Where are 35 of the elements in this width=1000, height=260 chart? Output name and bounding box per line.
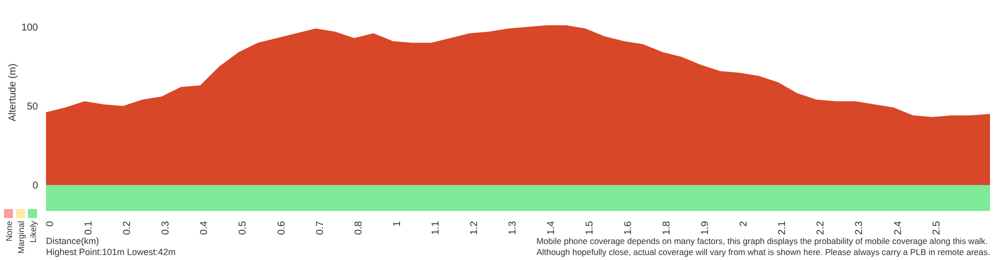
x-tick-label: 0.3 [160, 220, 172, 235]
x-tick-label: 1.2 [468, 220, 480, 235]
y-tick-label: 50 [26, 101, 38, 112]
x-tick-label: 2.1 [777, 220, 788, 235]
x-tick-label: 0.6 [276, 220, 288, 235]
y-tick-label: 100 [21, 22, 38, 34]
y-axis-title: Altertude (m) [8, 64, 19, 122]
y-tick-label: 0 [32, 180, 38, 192]
x-tick-label: 2 [738, 220, 750, 227]
x-tick-label: 0.7 [314, 220, 326, 235]
x-tick-label: 1.1 [430, 220, 442, 235]
x-tick-label: 0.4 [199, 220, 210, 235]
x-tick-label: 0.2 [122, 220, 134, 235]
x-tick-label: 2.3 [854, 220, 866, 235]
x-tick-label: 1.3 [507, 220, 518, 235]
x-tick-label: 0.8 [353, 220, 364, 235]
text: Marginal [16, 221, 26, 254]
x-axis-title: Distance(km) [46, 236, 100, 247]
text: Likely [28, 221, 38, 243]
x-tick-label: 0.1 [84, 220, 95, 235]
x-tick-label: 1 [392, 220, 403, 227]
x-tick-label: 0.5 [238, 220, 249, 235]
text: Mobile phone coverage depends on many factors, this graph displays the probability of mobile coverage along this walk. [536, 236, 989, 247]
text: Highest Point:101m Lowest:42m [46, 247, 176, 258]
text: Although hopefully close, actual coverage will vary from what is shown here. Please always carry a PLB in remote areas. [536, 247, 990, 258]
x-tick-label: 1.9 [700, 220, 712, 235]
x-tick-label: 2.5 [931, 220, 942, 235]
x-tick-label: 1.8 [662, 220, 673, 235]
x-tick-label: 1.6 [623, 220, 634, 235]
text: None [4, 221, 14, 242]
x-tick-label: 2.4 [892, 220, 904, 235]
x-tick-label: 0 [45, 220, 56, 227]
x-tick-label: 1.5 [584, 220, 596, 235]
x-tick-label: 1.4 [546, 220, 557, 235]
x-tick-label: 2.2 [816, 220, 827, 235]
